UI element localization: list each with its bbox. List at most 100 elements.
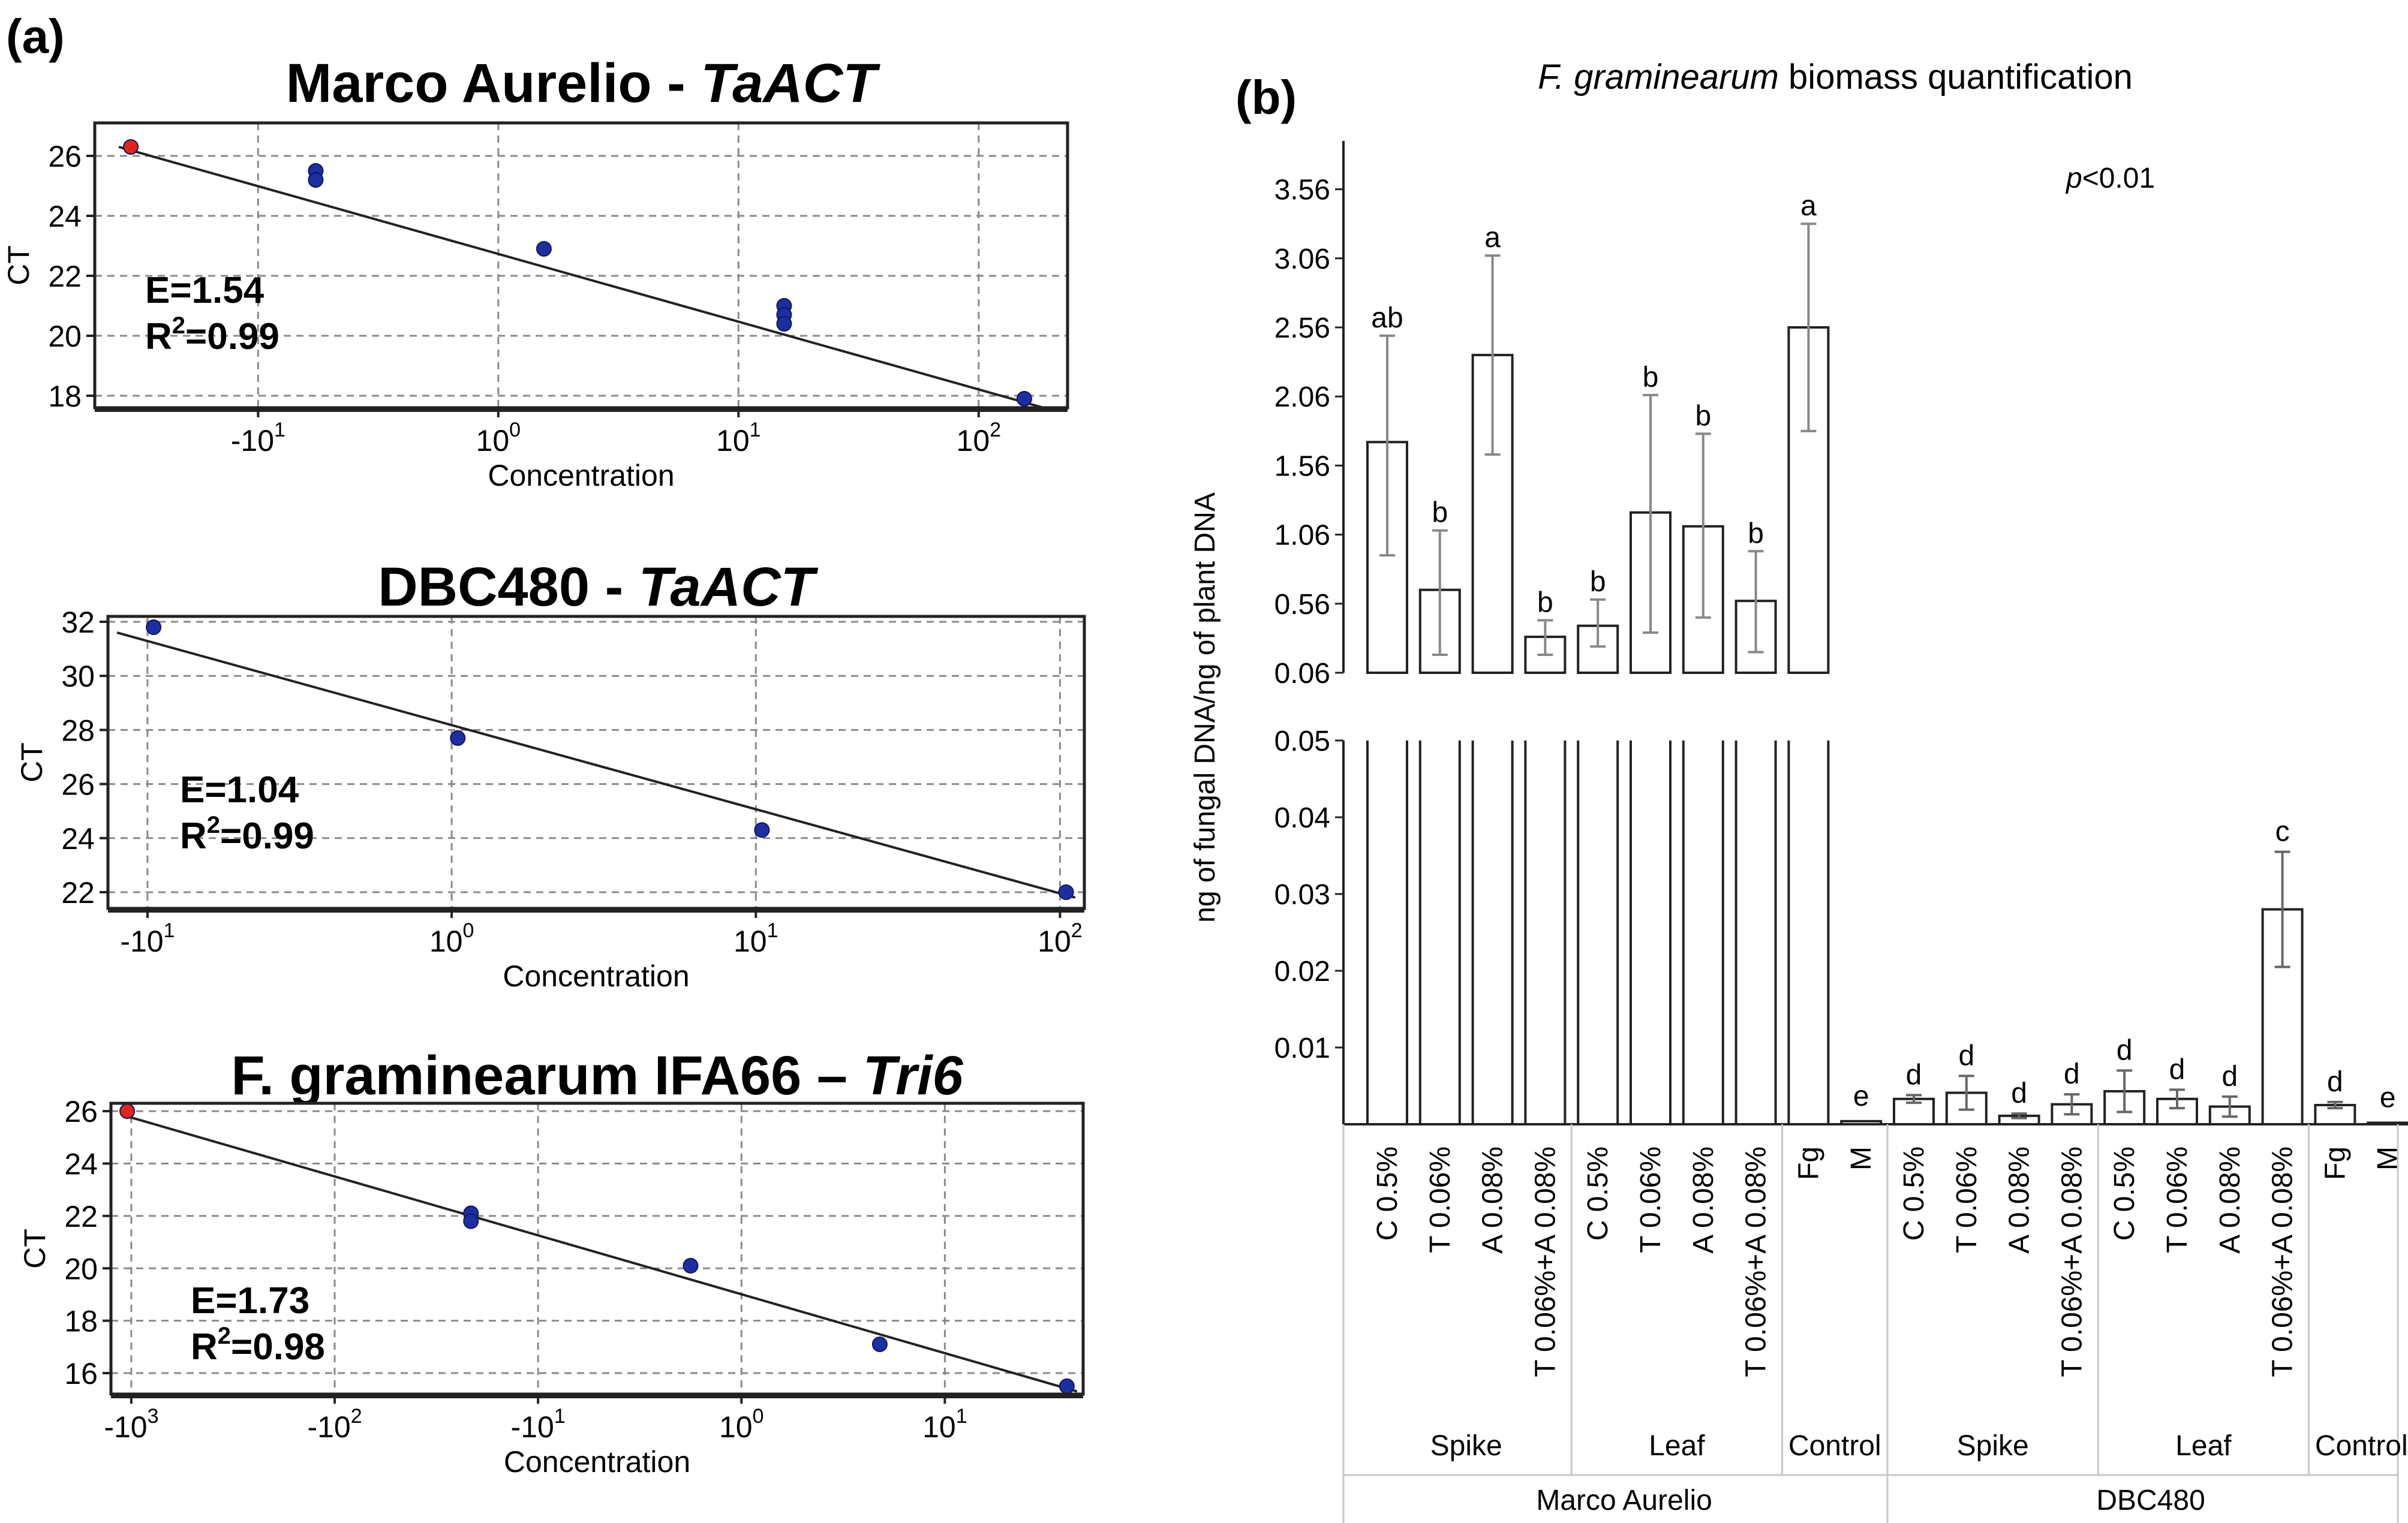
bar-chart-title: F. graminearum biomass quantification [1538,58,2133,97]
bar-chart-title-text: biomass quantification [1779,58,2133,97]
significance-letter: b [1748,517,1764,549]
bar-chart-title-species: F. graminearum [1538,58,1779,97]
x-tick-base: 10 [1038,925,1071,958]
x-tick-base: -10 [231,424,274,457]
category-label: T 0.06% [1951,1146,1983,1253]
tissue-group-label: Leaf [1649,1430,1705,1462]
category-label: T 0.06%+A 0.08% [1740,1146,1772,1377]
x-tick-label: -101 [231,419,285,457]
plot-title-text: F. graminearum IFA66 – [231,1045,862,1106]
data-point [308,172,324,188]
y-tick-label: 32 [61,606,95,639]
x-tick-base: 10 [733,925,767,958]
significance-letter: d [2011,1077,2027,1109]
upper-tick-label: 0.56 [1274,589,1330,621]
category-label: Fg [1793,1146,1824,1180]
tissue-group-label: Control [2315,1430,2408,1462]
data-point [119,1103,136,1119]
category-label: T 0.06% [1424,1146,1456,1253]
significance-letter: a [1800,190,1817,222]
plot-title-gene: TaACT [639,556,819,618]
r-squared-value: =0.99 [220,815,314,857]
x-tick-label: 100 [429,919,474,958]
data-point [754,822,770,838]
significance-letter: e [2380,1082,2396,1113]
x-axis-label: Concentration [503,959,689,993]
y-tick-label: 24 [61,822,95,856]
y-tick-label: 18 [64,1305,98,1338]
data-point [146,619,162,636]
plot-title: Marco Aurelio - TaACT [286,53,881,114]
significance-letter: d [2117,1034,2133,1066]
bar [2367,1121,2408,1125]
x-tick-base: -10 [104,1410,147,1444]
data-point [1059,1378,1075,1394]
y-axis-label: ng of fungal DNA/ng of plant DNA [1189,492,1221,923]
y-tick-label: 26 [64,1095,98,1128]
x-tick-label: 101 [733,919,778,958]
category-label: C 0.5% [1372,1146,1403,1241]
tissue-group-label: Leaf [2175,1430,2232,1462]
r-squared-prefix: R [191,1326,218,1368]
tissue-group-label: Spike [1430,1430,1502,1462]
lower-tick-label: 0.01 [1274,1033,1330,1064]
y-axis-label: CT [2,245,35,285]
x-tick-exponent: 0 [509,419,521,441]
x-tick-exponent: 2 [1071,919,1083,942]
x-tick-label: 101 [716,419,761,457]
plot-title: F. graminearum IFA66 – Tri6 [231,1045,963,1106]
plot-title: DBC480 - TaACT [378,556,818,618]
x-tick-exponent: 0 [753,1405,764,1428]
significance-letter: d [2064,1058,2080,1090]
category-label: M [2372,1146,2404,1170]
x-tick-base: -10 [120,925,163,958]
tissue-group-label: Spike [1957,1430,2029,1462]
x-tick-label: -101 [511,1405,566,1444]
x-tick-base: 10 [429,925,463,958]
x-tick-exponent: 2 [351,1405,362,1428]
plot-frame [93,121,1069,410]
y-tick-label: 24 [48,200,82,233]
significance-letter: b [1643,362,1659,393]
r-squared-label: R2=0.99 [145,312,279,357]
x-tick-base: -10 [307,1410,350,1444]
x-tick-label: -101 [120,919,175,958]
r-squared-label: R2=0.99 [180,812,314,857]
y-tick-label: 22 [48,260,82,293]
significance-letter: d [2327,1066,2343,1098]
upper-tick-label: 3.56 [1274,174,1330,206]
r-squared-value: =0.99 [185,316,279,357]
lower-tick-label: 0.04 [1274,802,1330,834]
significance-letter: d [1958,1040,1974,1071]
data-point [536,241,552,257]
x-tick-base: 10 [716,424,750,457]
panel-label-a: (a) [6,10,65,63]
x-tick-exponent: 1 [767,919,778,942]
category-label: C 0.5% [1582,1146,1614,1241]
x-tick-exponent: 1 [164,919,175,942]
category-label: T 0.06%+A 0.08% [2267,1146,2299,1377]
r-squared-value: =0.98 [231,1326,325,1368]
r-squared-prefix: R [180,815,207,857]
y-axis-label: CT [15,742,49,782]
y-axis-label: CT [18,1229,52,1269]
x-tick-exponent: 3 [148,1405,159,1428]
x-tick-label: 101 [922,1405,967,1444]
category-label: A 0.08% [1477,1146,1509,1254]
x-tick-base: -10 [511,1410,554,1444]
y-tick-label: 30 [61,660,95,693]
lower-tick-label: 0.03 [1274,879,1330,911]
x-tick-base: 10 [957,424,990,457]
significance-letter: c [2275,816,2290,848]
category-label: A 0.08% [2004,1146,2036,1254]
data-point [450,730,466,746]
r-squared-superscript: 2 [207,812,220,838]
efficiency-label: E=1.54 [145,270,264,311]
upper-tick-label: 0.06 [1274,658,1330,690]
category-label: T 0.06%+A 0.08% [2056,1146,2088,1377]
category-label: A 0.08% [2214,1146,2246,1254]
biomass-bar-chart: F. graminearum biomass quantification p<0… [1189,58,2408,1523]
cultivar-group-label: DBC480 [2096,1485,2205,1516]
x-tick-label: -102 [307,1405,362,1444]
